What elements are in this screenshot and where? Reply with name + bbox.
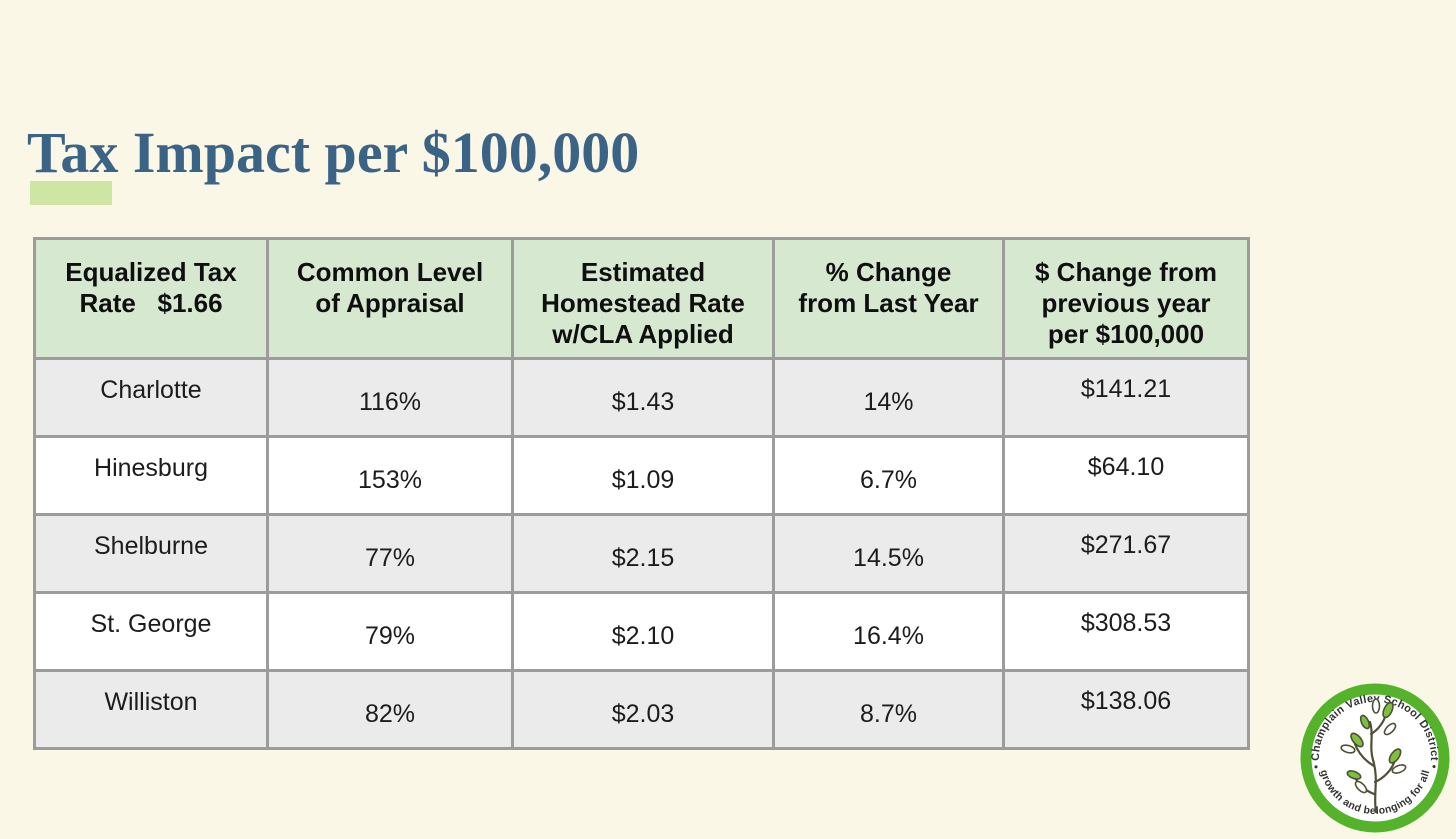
school-district-logo-icon: • Champlain Valley School District • gro…	[1300, 683, 1450, 833]
cla-value: 82%	[266, 669, 514, 750]
logo-ring	[1300, 683, 1450, 833]
tax-impact-table: Equalized Tax Rate $1.66 Common Level of…	[33, 237, 1250, 750]
table-row: Hinesburg 153% $1.09 6.7% $64.10	[33, 435, 1250, 516]
dollar-change-value: $308.53	[1002, 591, 1250, 672]
town-name: Williston	[33, 669, 269, 750]
pct-change-value: 16.4%	[772, 591, 1005, 672]
table-header-row: Equalized Tax Rate $1.66 Common Level of…	[33, 237, 1250, 360]
dollar-change-value: $271.67	[1002, 513, 1250, 594]
tax-impact-table-container: Equalized Tax Rate $1.66 Common Level of…	[33, 237, 1250, 750]
homestead-rate: $2.03	[511, 669, 775, 750]
pct-change-value: 8.7%	[772, 669, 1005, 750]
homestead-rate: $2.10	[511, 591, 775, 672]
cla-value: 77%	[266, 513, 514, 594]
table-row: Charlotte 116% $1.43 14% $141.21	[33, 357, 1250, 438]
town-name: Hinesburg	[33, 435, 269, 516]
homestead-rate: $1.43	[511, 357, 775, 438]
pct-change-value: 14.5%	[772, 513, 1005, 594]
homestead-rate: $2.15	[511, 513, 775, 594]
page-title: Tax Impact per $100,000	[27, 119, 640, 185]
header-dollar-change: $ Change from previous year per $100,000	[1002, 237, 1250, 360]
town-name: Shelburne	[33, 513, 269, 594]
header-common-level-of-appraisal: Common Level of Appraisal	[266, 237, 514, 360]
pct-change-value: 14%	[772, 357, 1005, 438]
school-district-logo: • Champlain Valley School District • gro…	[1300, 682, 1450, 834]
header-estimated-homestead-rate: Estimated Homestead Rate w/CLA Applied	[511, 237, 775, 360]
town-name: St. George	[33, 591, 269, 672]
homestead-rate: $1.09	[511, 435, 775, 516]
dollar-change-value: $141.21	[1002, 357, 1250, 438]
table-row: Williston 82% $2.03 8.7% $138.06	[33, 669, 1250, 750]
cla-value: 79%	[266, 591, 514, 672]
dollar-change-value: $64.10	[1002, 435, 1250, 516]
cla-value: 153%	[266, 435, 514, 516]
cla-value: 116%	[266, 357, 514, 438]
header-equalized-tax-rate: Equalized Tax Rate $1.66	[33, 237, 269, 360]
table-row: St. George 79% $2.10 16.4% $308.53	[33, 591, 1250, 672]
sprig-icon	[1340, 698, 1407, 814]
header-pct-change: % Change from Last Year	[772, 237, 1005, 360]
accent-bar	[30, 181, 112, 205]
dollar-change-value: $138.06	[1002, 669, 1250, 750]
table-row: Shelburne 77% $2.15 14.5% $271.67	[33, 513, 1250, 594]
town-name: Charlotte	[33, 357, 269, 438]
pct-change-value: 6.7%	[772, 435, 1005, 516]
